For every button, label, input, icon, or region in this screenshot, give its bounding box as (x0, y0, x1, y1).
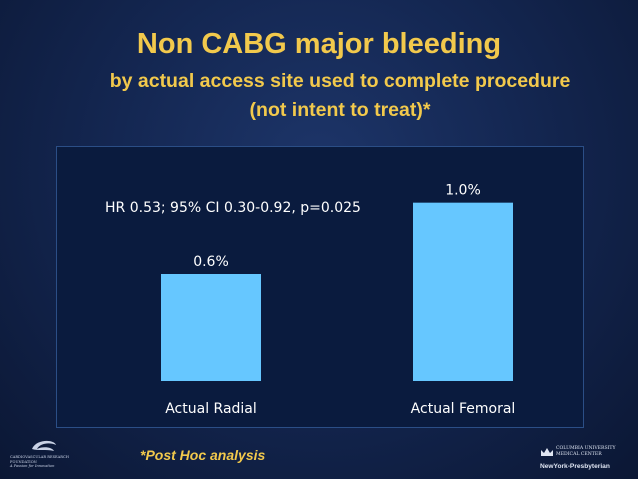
bar-chart: 0.6% Actual Radial 1.0% Actual Femoral (161, 183, 516, 417)
bar-actual-radial (161, 274, 261, 381)
footnote: *Post Hoc analysis (140, 447, 266, 463)
crf-logo-tagline: A Passion for Innovation (10, 464, 55, 469)
bar-actual-femoral (413, 202, 513, 381)
data-label-actual-radial: 0.6% (193, 254, 229, 270)
nyp-logo-text: NewYork-Presbyterian (540, 463, 610, 470)
data-label-actual-femoral: 1.0% (445, 183, 481, 199)
crf-logo-icon (32, 440, 56, 451)
slide-subtitle: by actual access site used to complete p… (109, 70, 571, 121)
crown-icon (541, 448, 553, 456)
crf-logo-name: CARDIOVASCULAR RESEARCH FOUNDATION (10, 455, 69, 464)
chart-annotation-hr: HR 0.53; 95% CI 0.30-0.92, p=0.025 (105, 200, 361, 216)
chart-panel: 0.6% Actual Radial 1.0% Actual Femoral HR 0… (56, 146, 584, 428)
x-tick-label-actual-femoral: Actual Femoral (411, 401, 516, 417)
crf-logo-text: CARDIOVASCULAR RESEARCH FOUNDATION A Pas… (10, 455, 80, 469)
slide-title: Non CABG major bleeding (136, 28, 502, 60)
x-tick-label-actual-radial: Actual Radial (165, 401, 257, 417)
columbia-logo-text: COLUMBIA UNIVERSITY MEDICAL CENTER (556, 446, 616, 457)
